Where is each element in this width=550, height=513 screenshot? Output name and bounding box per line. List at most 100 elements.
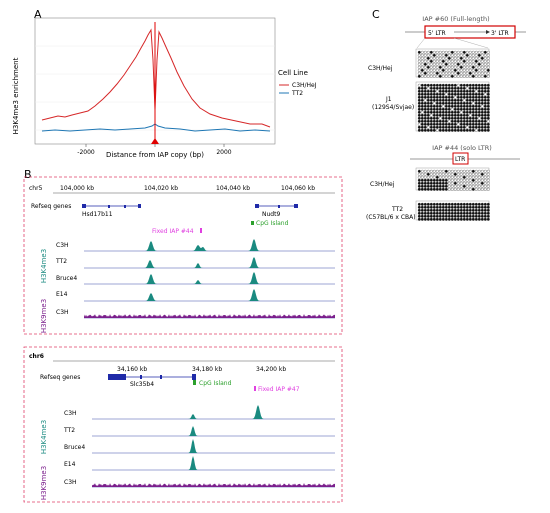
cpg-site xyxy=(429,86,433,90)
cpg-site xyxy=(432,65,436,69)
cpg-site xyxy=(438,214,442,218)
cpg-site xyxy=(438,86,442,90)
cpg-site xyxy=(468,128,472,132)
cpg-site xyxy=(456,50,460,54)
cpg-site xyxy=(444,98,448,102)
cpg-site xyxy=(447,208,451,212)
cpg-site xyxy=(429,116,433,120)
cpg-site xyxy=(435,116,439,120)
cpg-site xyxy=(480,122,484,126)
cpg-site xyxy=(417,205,421,209)
cpg-site xyxy=(456,95,460,99)
cpg-site xyxy=(468,62,472,66)
cpg-site xyxy=(435,95,439,99)
cpg-site xyxy=(468,83,472,87)
cpg-site xyxy=(474,53,478,57)
cpg-site xyxy=(432,119,436,123)
cpg-site xyxy=(459,208,463,212)
cpg-site xyxy=(474,125,478,129)
cpg-site xyxy=(438,110,442,114)
cpg-site xyxy=(462,217,466,221)
cpg-site xyxy=(417,217,421,221)
cpg-site xyxy=(459,211,463,215)
cpg-site xyxy=(471,53,475,57)
cpg-site xyxy=(483,169,487,173)
panel-a-xlabel: Distance from IAP copy (bp) xyxy=(106,151,204,159)
ltr3-label: 3' LTR xyxy=(491,30,509,37)
cpg-site xyxy=(438,122,442,126)
cpg-site xyxy=(465,104,469,108)
cpg-site xyxy=(468,169,472,173)
cpg-site xyxy=(471,101,475,105)
cpg-site xyxy=(450,211,454,215)
cpg-site xyxy=(480,89,484,93)
cpg-site xyxy=(429,113,433,117)
cpg-site xyxy=(477,175,481,179)
cpg-site xyxy=(486,104,490,108)
cpg-site xyxy=(417,178,421,182)
cpg-site xyxy=(453,89,457,93)
cpg-site xyxy=(423,125,427,129)
cpg-site xyxy=(456,169,460,173)
cpg-site xyxy=(447,119,451,123)
cpg-site xyxy=(435,217,439,221)
cpg-site xyxy=(477,110,481,114)
cpg-site xyxy=(426,119,430,123)
cpg-site xyxy=(471,125,475,129)
cpg-site xyxy=(423,178,427,182)
cpg-site xyxy=(459,98,463,102)
cpg-site xyxy=(420,202,424,206)
cpg-site xyxy=(480,107,484,111)
cpg-site xyxy=(456,217,460,221)
cpg-site xyxy=(432,68,436,72)
cpg-site xyxy=(432,202,436,206)
cpg-site xyxy=(432,128,436,132)
cpg-site xyxy=(465,89,469,93)
cpg-site xyxy=(447,92,451,96)
cpg-site xyxy=(450,89,454,93)
cpg-site xyxy=(438,181,442,185)
cpg-site xyxy=(435,208,439,212)
cpg-site xyxy=(477,83,481,87)
cpg-site xyxy=(420,104,424,108)
cpg-site xyxy=(471,178,475,182)
cpg-site xyxy=(432,187,436,191)
cpg-site xyxy=(474,205,478,209)
cpg-site xyxy=(456,122,460,126)
cpg-site xyxy=(441,83,445,87)
cpg-site xyxy=(456,101,460,105)
cpg-site xyxy=(429,187,433,191)
cpg-site xyxy=(423,83,427,87)
cpg-site xyxy=(453,101,457,105)
cpg-site xyxy=(441,89,445,93)
cpg-site xyxy=(465,128,469,132)
chr6-signal-tracks xyxy=(92,405,335,488)
cpg-site xyxy=(456,89,460,93)
cpg-site xyxy=(450,116,454,120)
cpg-site xyxy=(483,92,487,96)
cpg-site xyxy=(447,71,451,75)
cpg-site xyxy=(447,125,451,129)
cpg-site xyxy=(435,62,439,66)
cpg-site xyxy=(450,68,454,72)
cpg-site xyxy=(435,172,439,176)
cpg-site xyxy=(441,62,445,66)
cpg-site xyxy=(486,119,490,123)
cpg-site xyxy=(480,110,484,114)
cpg-site xyxy=(429,68,433,72)
cpg-site xyxy=(435,65,439,69)
cpg-site xyxy=(417,184,421,188)
cpg-site xyxy=(429,83,433,87)
cpg-site xyxy=(435,86,439,90)
cpg-site xyxy=(426,169,430,173)
cpg-site xyxy=(483,83,487,87)
cpg-site xyxy=(471,181,475,185)
cpg-site xyxy=(438,119,442,123)
sample-label: C3H/Hej xyxy=(368,65,393,72)
cpg-site xyxy=(468,122,472,126)
cpg-site xyxy=(456,68,460,72)
cpg-site xyxy=(438,95,442,99)
cpg-site xyxy=(441,59,445,63)
cpg-site xyxy=(465,59,469,63)
sample-label: TT2 xyxy=(391,206,403,213)
